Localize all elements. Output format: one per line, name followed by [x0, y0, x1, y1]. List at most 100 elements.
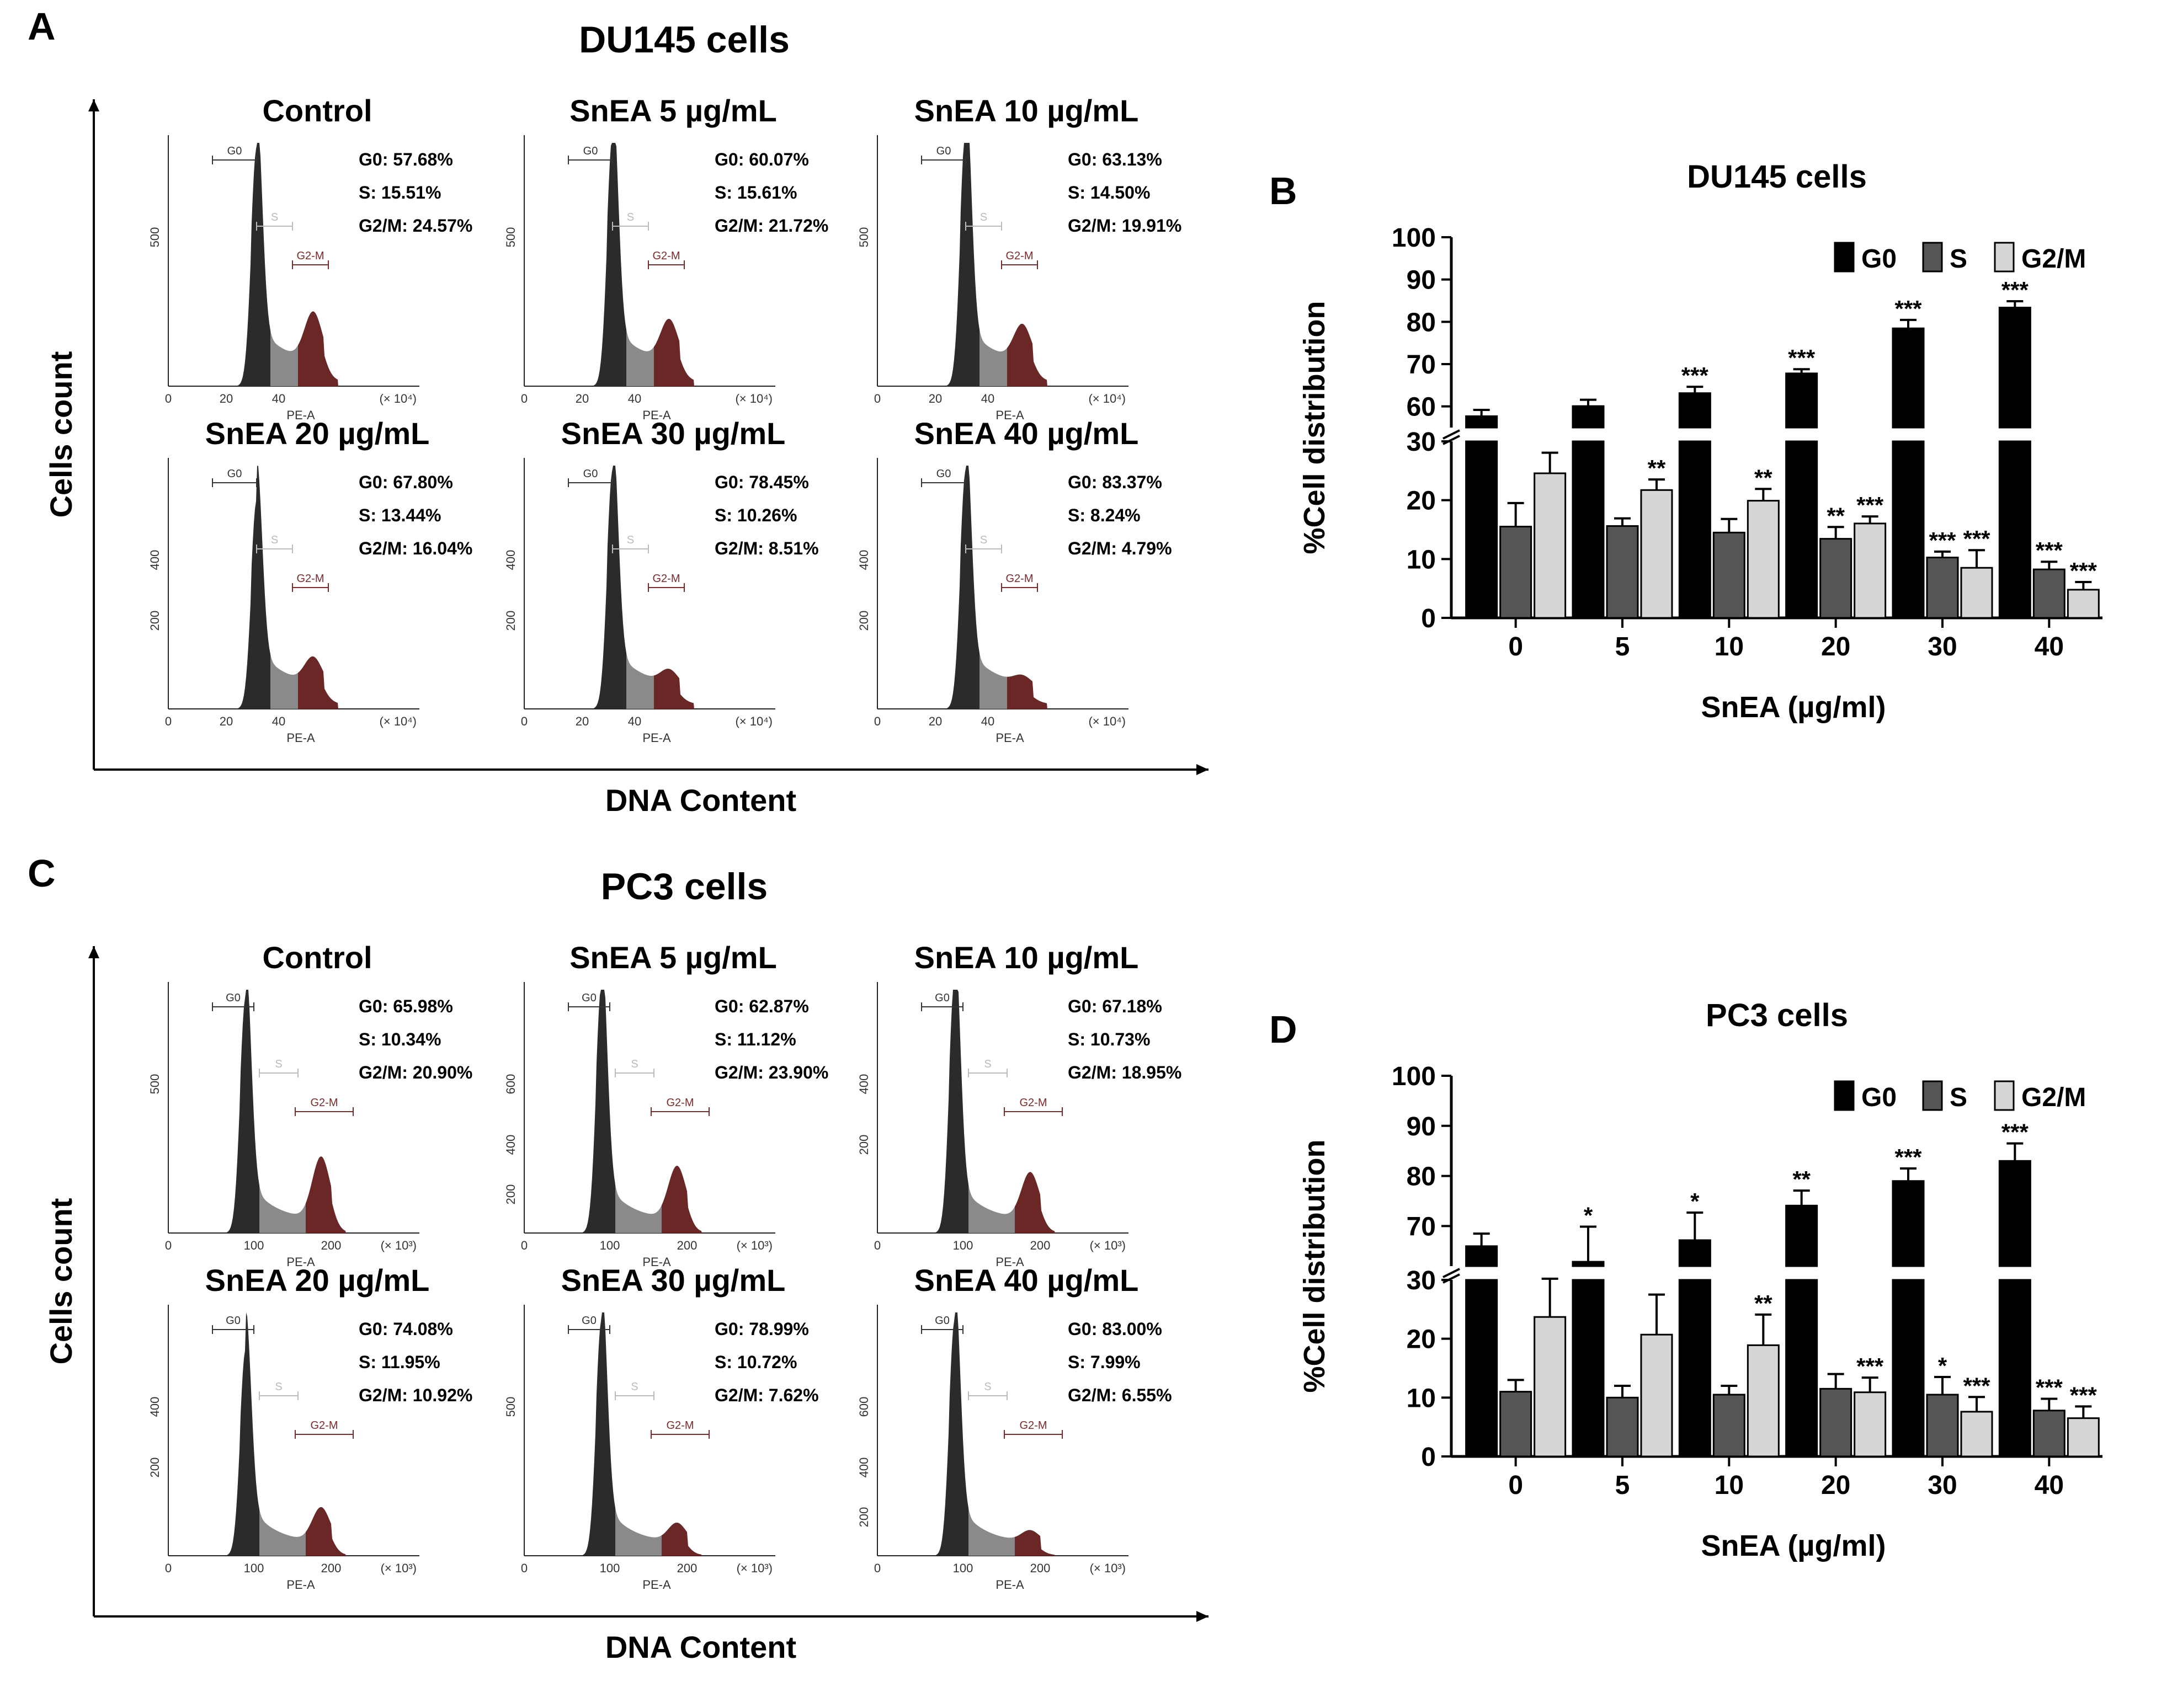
g2m-percent: G2/M: 24.57%: [359, 216, 472, 236]
y-tick-label: 200: [504, 1184, 518, 1205]
significance-label: **: [1827, 503, 1845, 529]
gate-label: G2-M: [1020, 1419, 1047, 1432]
x-tick-label: 40: [981, 714, 994, 728]
bar-s: [1926, 557, 1959, 619]
y-tick-label: 10: [1407, 1384, 1436, 1413]
bar-g0-lower: [1998, 1279, 2031, 1458]
y-tick-label: 70: [1407, 350, 1436, 380]
bar-g2m: [1747, 500, 1780, 619]
g0-percent: G0: 78.99%: [715, 1319, 809, 1339]
y-tick-label: 70: [1407, 1212, 1436, 1241]
bar-g2m: [1960, 1411, 1993, 1458]
x-unit-label: (× 10³): [737, 1239, 773, 1252]
y-tick-label: 80: [1407, 308, 1436, 337]
panel-letter: B: [1269, 169, 1297, 212]
bar-g0-lower: [1678, 1279, 1711, 1458]
x-tick-label: 0: [874, 392, 881, 405]
histogram-title: SnEA 20 µg/mL: [205, 1263, 430, 1298]
gate-label: G2-M: [297, 250, 324, 262]
histogram-title: Control: [262, 940, 372, 975]
x-unit-label: (× 10⁴): [1088, 392, 1126, 405]
g2m-percent: G2/M: 23.90%: [715, 1063, 828, 1082]
x-axis-arrow: [1196, 1611, 1209, 1622]
bar-g0-lower: [1465, 1279, 1498, 1458]
y-axis-arrow: [88, 99, 99, 111]
outer-y-axis-label: Cells count: [44, 1198, 78, 1365]
x-tick-label: 0: [1508, 1471, 1523, 1500]
s-phase-area: [615, 1184, 662, 1233]
x-tick-label: 20: [220, 392, 233, 405]
y-tick-label: 0: [1421, 604, 1436, 633]
g0-peak: [582, 990, 615, 1233]
x-axis-label: SnEA (µg/ml): [1701, 691, 1886, 724]
y-axis-label: %Cell distribution: [1298, 301, 1331, 554]
legend-swatch: [1922, 1080, 1943, 1111]
axis-break-mark: [1442, 435, 1460, 445]
s-phase-area: [270, 654, 298, 709]
gate-label: G0: [583, 468, 598, 480]
bar-s: [1819, 538, 1852, 619]
gate-label: S: [275, 1381, 282, 1393]
x-unit-label: (× 10⁴): [735, 392, 773, 405]
x-axis-label: PE-A: [286, 408, 315, 422]
gate-label: G2-M: [297, 573, 324, 585]
x-tick-label: 200: [321, 1561, 342, 1575]
bar-g2m: [1854, 1391, 1887, 1458]
legend-swatch: [1834, 242, 1855, 273]
significance-label: ***: [1681, 362, 1709, 388]
bar-g0-lower: [1785, 1279, 1818, 1458]
y-tick-label: 400: [504, 1135, 518, 1155]
g0-percent: G0: 63.13%: [1068, 150, 1162, 169]
y-tick-label: 200: [857, 611, 871, 631]
g2m-peak: [1007, 674, 1047, 709]
x-tick-label: 0: [165, 392, 172, 405]
legend-swatch: [1994, 1080, 2015, 1111]
x-tick-label: 200: [677, 1239, 698, 1252]
g2m-peak: [1007, 323, 1047, 386]
legend-label: G2/M: [2021, 244, 2086, 274]
g0-peak: [935, 1312, 968, 1556]
significance-label: ***: [2070, 558, 2098, 584]
gate-label: G0: [936, 145, 951, 157]
x-axis-arrow: [1196, 764, 1209, 775]
legend-swatch: [1922, 242, 1943, 273]
y-tick-label: 500: [857, 227, 871, 248]
s-percent: S: 11.12%: [715, 1029, 796, 1049]
significance-label: *: [1584, 1203, 1593, 1229]
x-axis-label: PE-A: [642, 1255, 671, 1269]
bar-s: [2032, 568, 2065, 619]
g2m-percent: G2/M: 21.72%: [715, 216, 828, 236]
significance-label: ***: [1894, 1144, 1922, 1170]
g0-peak: [237, 143, 270, 386]
bar-s: [2032, 1410, 2065, 1458]
g0-percent: G0: 74.08%: [359, 1319, 453, 1339]
y-tick-label: 500: [148, 1074, 162, 1095]
legend-label: G0: [1861, 1083, 1897, 1112]
significance-label: ***: [1963, 526, 1990, 552]
gate-label: G0: [935, 992, 950, 1004]
y-tick-label: 400: [857, 1458, 871, 1478]
g0-peak: [226, 990, 259, 1233]
axis-break-mark: [1442, 429, 1460, 440]
bar-g2m: [2067, 589, 2100, 619]
y-axis-label: %Cell distribution: [1298, 1140, 1331, 1393]
x-tick-label: 5: [1615, 1471, 1630, 1500]
g0-percent: G0: 60.07%: [715, 150, 809, 169]
gate-label: G0: [227, 145, 242, 157]
gate-label: S: [271, 211, 278, 223]
significance-label: ***: [1856, 492, 1884, 518]
x-tick-label: 40: [2035, 1471, 2064, 1500]
histogram-title: Control: [262, 93, 372, 128]
s-phase-area: [259, 1509, 306, 1556]
x-tick-label: 100: [244, 1239, 264, 1252]
s-percent: S: 13.44%: [359, 505, 441, 525]
x-tick-label: 0: [521, 1561, 528, 1575]
s-phase-area: [615, 1508, 662, 1556]
x-unit-label: (× 10⁴): [379, 392, 417, 405]
s-percent: S: 10.26%: [715, 505, 797, 525]
outer-x-axis-label: DNA Content: [605, 1630, 796, 1664]
g2m-peak: [298, 311, 338, 386]
bar-g0-lower: [1892, 1279, 1925, 1458]
x-tick-label: 0: [521, 1239, 528, 1252]
